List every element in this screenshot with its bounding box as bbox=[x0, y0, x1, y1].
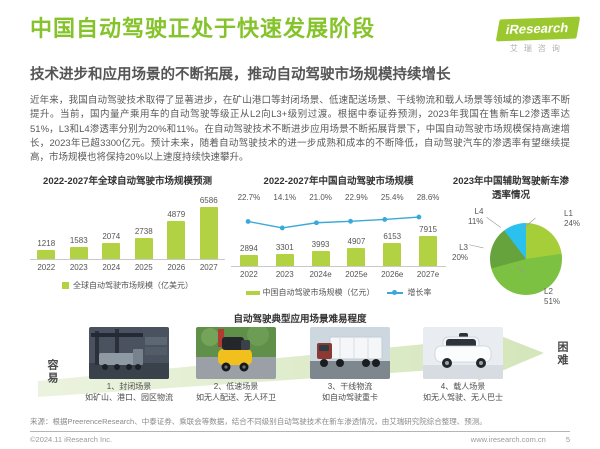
footer-copyright: ©2024.11 iResearch Inc. bbox=[30, 435, 113, 445]
scenario-trunk-logistics: 3、干线物流 如自动驾驶重卡 bbox=[294, 327, 406, 403]
bar-2025e: 4907 bbox=[338, 237, 374, 267]
scenario-passenger: 4、载人场景 如无人驾驶、无人巴士 bbox=[407, 327, 519, 403]
chart-penetration-pie: 2023年中国辅助驾驶新车渗透率情况 L1 24% L2 51% L3 20% L4 1… bbox=[452, 173, 580, 307]
iresearch-logo-cn: 艾瑞咨询 bbox=[509, 44, 566, 53]
robotaxi-photo bbox=[423, 327, 503, 380]
pie-label-l2: L2 51% bbox=[544, 287, 561, 307]
source-note: 来源：根据PreerenceResearch、中泰证券、乘联会等数据，结合不同级… bbox=[30, 417, 487, 427]
bar-2027e: 7915 bbox=[410, 225, 446, 267]
bar-2027: 6586 bbox=[193, 196, 226, 260]
global-market-legend: 全球自动驾驶市场规模（亿美元） bbox=[30, 280, 225, 291]
pie-leader-lines bbox=[469, 217, 536, 274]
growth-rate-legend-label: 增长率 bbox=[407, 288, 432, 298]
bar-2022: 2894 bbox=[231, 244, 267, 267]
china-market-x-axis: 2022 2023 2024e 2025e 2026e 2027e bbox=[231, 267, 446, 279]
bar-2024e: 3993 bbox=[303, 240, 339, 267]
page-subtitle: 技术进步和应用场景的不断拓展，推动自动驾驶市场规模持续增长 bbox=[30, 67, 451, 83]
global-market-legend-label: 全球自动驾驶市场规模（亿美元） bbox=[73, 281, 193, 291]
bar-2023: 3301 bbox=[267, 243, 303, 267]
x-tick: 2026 bbox=[167, 263, 186, 273]
pie-area: L1 24% L2 51% L3 20% L4 11% bbox=[452, 207, 580, 307]
growth-rate-value: 28.6% bbox=[416, 193, 440, 203]
scenario-name: 3、干线物流 bbox=[327, 382, 373, 392]
difficulty-arrow bbox=[38, 327, 544, 398]
chart-china-title: 2022-2027年中国自动驾驶市场规模 bbox=[263, 176, 414, 188]
x-tick: 2022 bbox=[240, 270, 258, 280]
header: 中国自动驾驶正处于快速发展阶段 iResearch 艾瑞咨询 技术进步和应用场景… bbox=[0, 0, 600, 84]
footer-divider bbox=[30, 431, 570, 433]
x-tick: 2022 bbox=[37, 263, 56, 273]
bar-legend-swatch bbox=[245, 290, 260, 295]
penetration-pie bbox=[490, 223, 562, 296]
chart-pie-title: 2023年中国辅助驾驶新车渗透率情况 bbox=[452, 176, 570, 202]
page-title: 中国自动驾驶正处于快速发展阶段 bbox=[30, 16, 376, 41]
body-paragraph: 近年来，我国自动驾驶技术取得了显著进步，在矿山港口等封闭场景、低速配送场景、干线… bbox=[30, 95, 570, 163]
delivery-vehicle-photo bbox=[196, 327, 276, 380]
pie-label-l1: L1 24% bbox=[564, 209, 581, 229]
charts-row: 2022-2027年全球自动驾驶市场规模预测 1218 1583 2074 2738 4… bbox=[30, 173, 580, 307]
chart-global-title: 2022-2027年全球自动驾驶市场规模预测 bbox=[43, 176, 212, 188]
scenario-name: 1、封闭场景 bbox=[106, 382, 152, 392]
growth-rate-line bbox=[245, 214, 422, 231]
bar-2026: 4879 bbox=[160, 210, 193, 260]
pie-label-l3: L3 20% bbox=[452, 243, 469, 263]
scenario-closed: 1、封闭场景 如矿山、港口、园区物流 bbox=[73, 327, 185, 403]
pie-label-l4: L4 11% bbox=[468, 207, 484, 227]
china-market-legend-label: 中国自动驾驶市场规模（亿元） bbox=[262, 288, 375, 298]
bar-2024: 2074 bbox=[95, 232, 128, 260]
growth-rate-labels: 22.7% 14.1% 21.0% 22.9% 25.4% 28.6% bbox=[231, 193, 446, 204]
growth-rate-value: 25.4% bbox=[380, 193, 404, 203]
x-tick: 2025 bbox=[134, 263, 153, 273]
footer: ©2024.11 iResearch Inc. www.iresearch.co… bbox=[30, 435, 570, 444]
scenario-desc: 如无人驾驶、无人巴士 bbox=[423, 392, 503, 402]
bar-2025: 2738 bbox=[128, 227, 161, 260]
scenario-desc: 如矿山、港口、园区物流 bbox=[85, 392, 173, 402]
x-tick: 2026e bbox=[381, 270, 404, 280]
footer-website: www.iresearch.com.cn bbox=[470, 435, 546, 445]
growth-rate-value: 14.1% bbox=[273, 193, 297, 203]
bar-2023: 1583 bbox=[63, 236, 96, 260]
bar-2022: 1218 bbox=[30, 239, 63, 260]
x-tick: 2024 bbox=[102, 263, 121, 273]
line-legend-swatch bbox=[386, 290, 403, 296]
growth-rate-value: 21.0% bbox=[309, 193, 332, 203]
global-market-bars: 1218 1583 2074 2738 4879 6586 bbox=[30, 193, 226, 261]
growth-rate-value: 22.9% bbox=[345, 193, 368, 203]
bar-2026e: 6153 bbox=[374, 232, 410, 267]
scenario-name: 2、低速场景 bbox=[213, 382, 259, 392]
port-agv-photo bbox=[89, 327, 169, 380]
china-market-bars: 2894 3301 3993 4907 6153 7915 bbox=[231, 225, 446, 268]
hard-label: 困难 bbox=[556, 341, 568, 368]
scenario-name: 4、载人场景 bbox=[440, 382, 486, 392]
scenario-low-speed: 2、低速场景 如无人配送、无人环卫 bbox=[180, 327, 292, 403]
x-tick: 2023 bbox=[69, 263, 88, 273]
global-market-x-axis: 2022 2023 2024 2025 2026 2027 bbox=[30, 260, 225, 272]
iresearch-logo-badge: iResearch bbox=[495, 16, 581, 42]
footer-page-number: 5 bbox=[565, 435, 570, 445]
scenarios-title: 自动驾驶典型应用场景难易程度 bbox=[233, 314, 367, 326]
x-tick: 2024e bbox=[309, 270, 332, 280]
growth-rate-value: 22.7% bbox=[237, 193, 261, 203]
x-tick: 2025e bbox=[345, 270, 368, 280]
x-tick: 2027e bbox=[416, 270, 440, 280]
x-tick: 2023 bbox=[275, 270, 294, 280]
china-market-legend: 中国自动驾驶市场规模（亿元） 增长率 bbox=[231, 287, 446, 298]
iresearch-logo: iResearch 艾瑞咨询 bbox=[495, 16, 581, 54]
scenario-desc: 如无人配送、无人环卫 bbox=[196, 392, 276, 402]
x-tick: 2027 bbox=[199, 263, 218, 273]
easy-label: 容易 bbox=[46, 359, 58, 386]
scenario-desc: 如自动驾驶重卡 bbox=[322, 392, 378, 402]
bar-legend-swatch bbox=[62, 282, 69, 290]
truck-photo bbox=[310, 327, 390, 380]
scenarios-section: 自动驾驶典型应用场景难易程度 容易 困难 bbox=[30, 311, 570, 413]
chart-global-market: 2022-2027年全球自动驾驶市场规模预测 1218 1583 2074 2738 4… bbox=[30, 173, 225, 307]
chart-china-market: 2022-2027年中国自动驾驶市场规模 22.7% 14.1% 21.0% 22.9… bbox=[231, 173, 446, 307]
